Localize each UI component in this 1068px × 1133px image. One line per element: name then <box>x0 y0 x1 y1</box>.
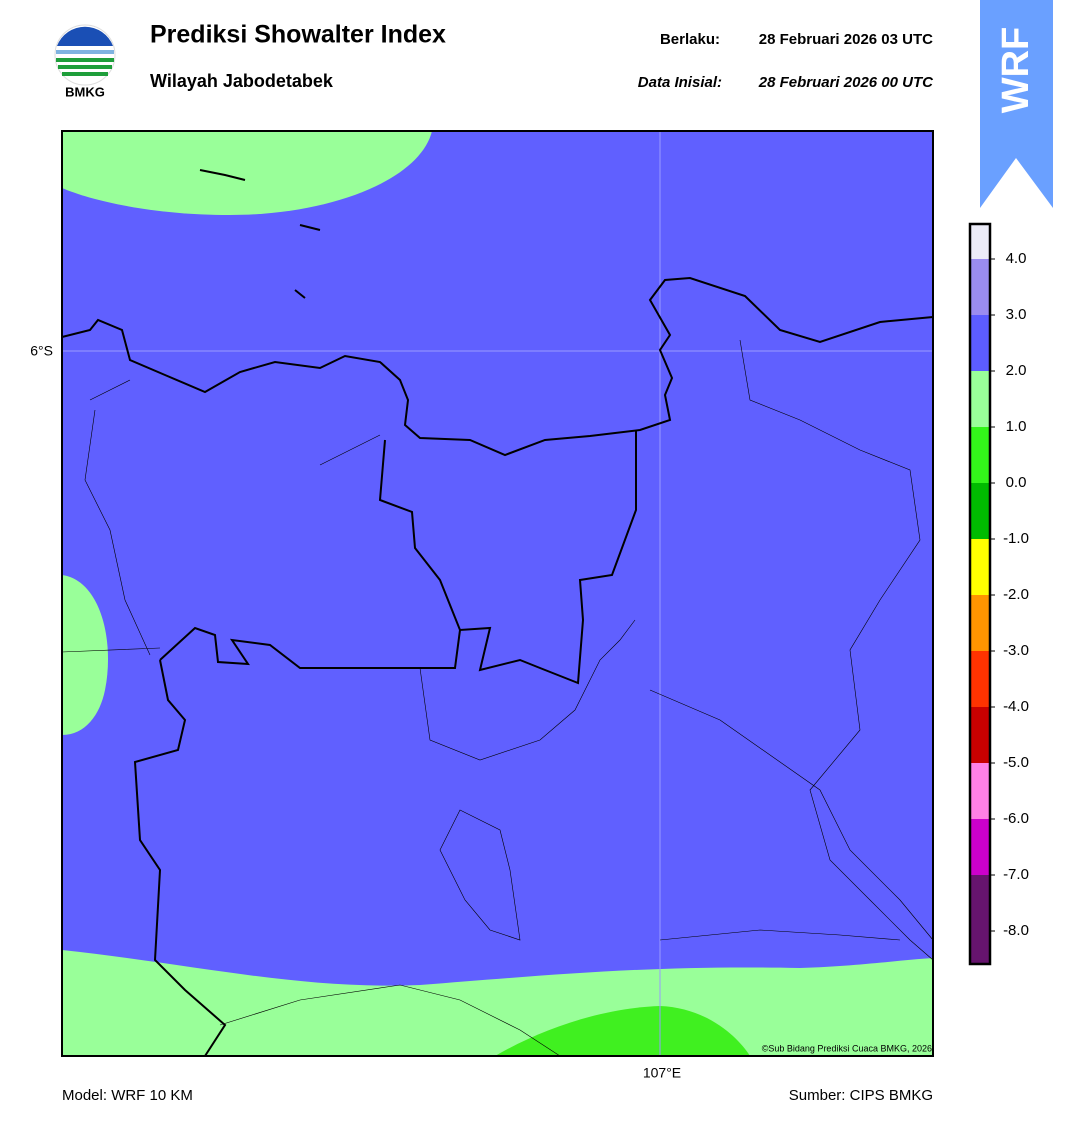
colorbar-segment <box>970 707 990 763</box>
badge-text: WRF <box>995 27 1037 114</box>
lat-label: 6°S <box>30 343 53 359</box>
footer-model: Model: WRF 10 KM <box>62 1087 193 1104</box>
colorbar-tick-label: -1.0 <box>1003 530 1029 547</box>
colorbar-segment <box>970 539 990 595</box>
colorbar-tick-label: -8.0 <box>1003 922 1029 939</box>
logo <box>54 24 116 86</box>
colorbar-tick-label: -5.0 <box>1003 754 1029 771</box>
valid-time: 28 Februari 2026 03 UTC <box>759 31 933 48</box>
colorbar-tick-label: 0.0 <box>1006 474 1027 491</box>
logo-text: BMKG <box>65 84 105 99</box>
colorbar-segment <box>970 875 990 964</box>
subtitle: Wilayah Jabodetabek <box>150 71 334 91</box>
colorbar-segment <box>970 819 990 875</box>
colorbar-tick-label: -6.0 <box>1003 810 1029 827</box>
colorbar-tick-label: 1.0 <box>1006 418 1027 435</box>
colorbar-tick-label: 2.0 <box>1006 362 1027 379</box>
colorbar-segment <box>970 315 990 371</box>
init-label: Data Inisial: <box>638 74 722 91</box>
colorbar-segment <box>970 595 990 651</box>
colorbar-tick-label: 4.0 <box>1006 250 1027 267</box>
valid-label: Berlaku: <box>660 31 720 48</box>
badge <box>980 0 1053 208</box>
colorbar-segment <box>970 427 990 483</box>
colorbar-frame <box>968 222 992 966</box>
colorbar-tick-label: -7.0 <box>1003 866 1029 883</box>
colorbar-segment <box>970 259 990 315</box>
colorbar-segment <box>970 763 990 819</box>
colorbar-segment <box>970 371 990 427</box>
colorbar-segment <box>970 651 990 707</box>
footer-source: Sumber: CIPS BMKG <box>789 1087 933 1104</box>
title: Prediksi Showalter Index <box>150 21 446 49</box>
colorbar-segment <box>970 224 990 259</box>
lon-label: 107°E <box>643 1065 681 1081</box>
copyright: ©Sub Bidang Prediksi Cuaca BMKG, 2026 <box>762 1043 932 1053</box>
colorbar: 4.0 3.0 2.0 1.0 0.0 -1.0 -2.0 -3.0 -4.0 -5.0 -6.0 -… <box>968 222 1029 966</box>
colorbar-tick-label: 3.0 <box>1006 306 1027 323</box>
map <box>61 130 934 1057</box>
colorbar-tick-label: -3.0 <box>1003 642 1029 659</box>
colorbar-tick-label: -2.0 <box>1003 586 1029 603</box>
colorbar-segment <box>970 483 990 539</box>
init-time: 28 Februari 2026 00 UTC <box>758 74 934 91</box>
colorbar-tick-label: -4.0 <box>1003 698 1029 715</box>
